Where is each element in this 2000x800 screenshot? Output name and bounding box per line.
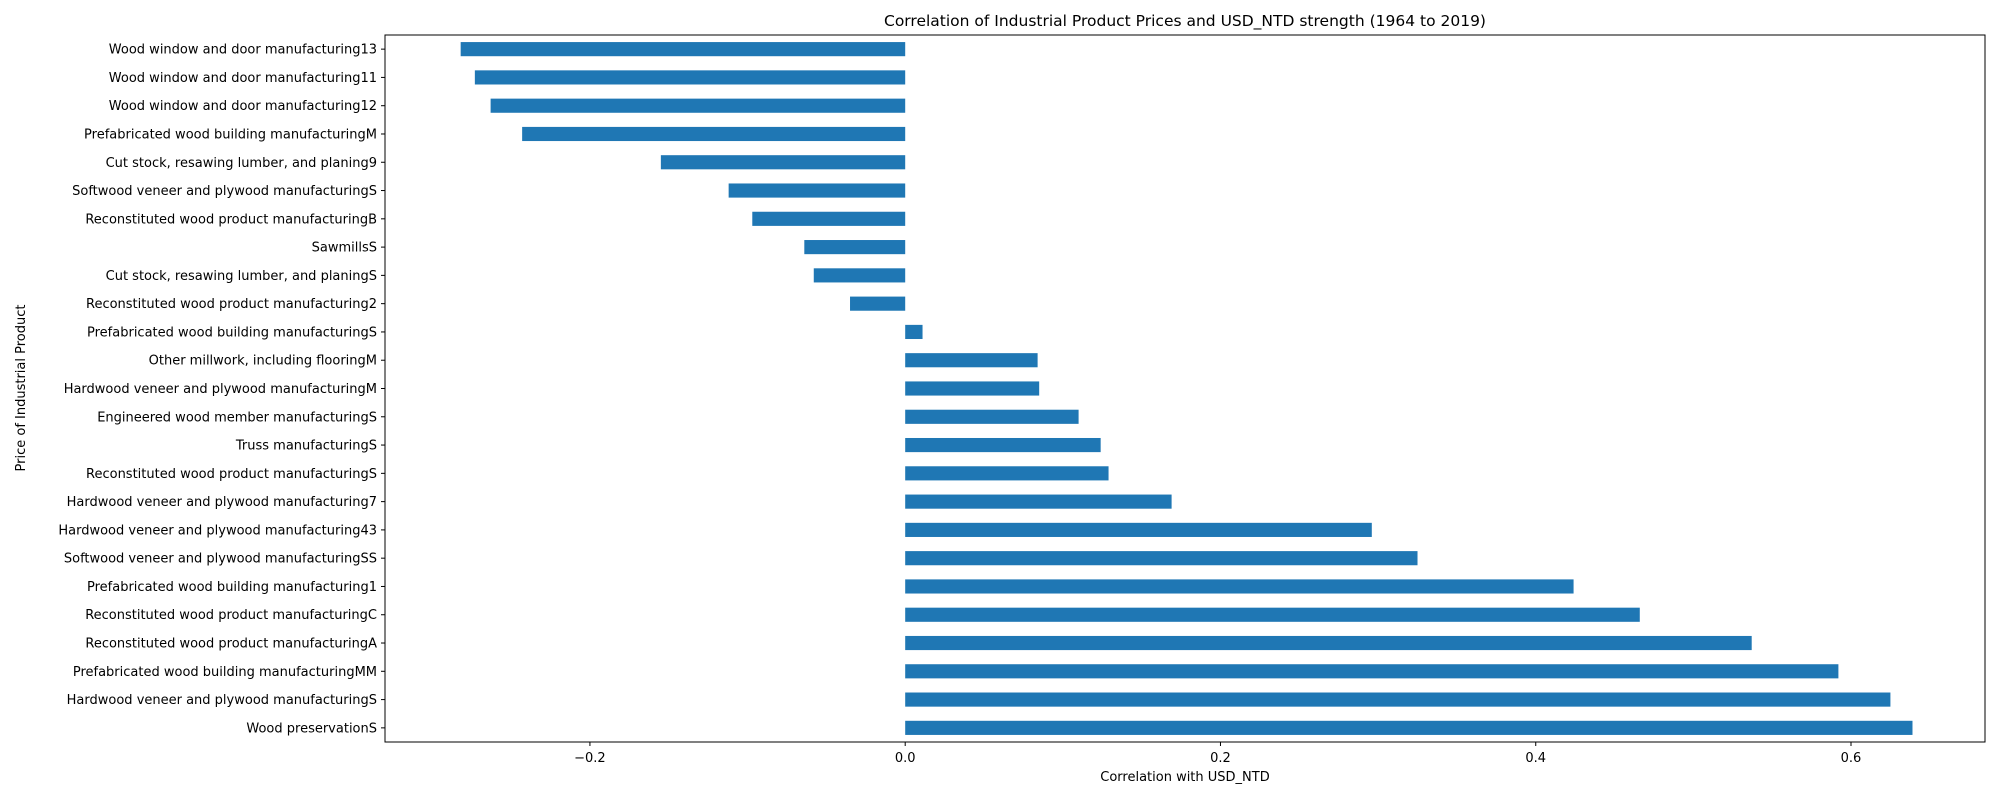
y-tick-label: Wood preservationS: [246, 721, 377, 736]
bars-group: [460, 42, 1913, 735]
y-tick-label: Prefabricated wood building manufacturin…: [87, 325, 377, 340]
y-axis-title: Price of Industrial Product: [14, 305, 29, 472]
y-tick-label: SawmillsS: [312, 241, 377, 256]
y-tick-label: Hardwood veneer and plywood manufacturin…: [64, 382, 377, 397]
y-axis: Wood window and door manufacturing13 Wood…: [58, 43, 385, 736]
y-tick-label: Prefabricated wood building manufacturin…: [73, 665, 377, 680]
y-tick-label: Prefabricated wood building manufacturin…: [87, 580, 377, 595]
y-tick-label: Softwood veneer and plywood manufacturin…: [64, 552, 377, 567]
y-tick-label: Cut stock, resawing lumber, and planing9: [106, 156, 377, 171]
y-tick-label: Other millwork, including flooringM: [149, 354, 377, 369]
bar: [752, 211, 906, 226]
plot-frame: [384, 34, 1986, 743]
x-tick-label: −0.2: [574, 751, 606, 766]
y-tick-label: Cut stock, resawing lumber, and planingS: [106, 269, 377, 284]
bar: [905, 494, 1172, 509]
bar: [813, 268, 906, 283]
bar: [905, 466, 1109, 481]
y-tick-label: Hardwood veneer and plywood manufacturin…: [67, 693, 377, 708]
y-tick-label: Hardwood veneer and plywood manufacturin…: [58, 523, 377, 538]
bar: [905, 353, 1038, 368]
bar: [905, 692, 1891, 707]
y-tick-label: Wood window and door manufacturing11: [109, 71, 377, 86]
y-tick-label: Wood window and door manufacturing12: [109, 99, 377, 114]
x-tick-label: 0.0: [895, 751, 916, 766]
y-tick-label: Reconstituted wood product manufacturing…: [86, 297, 377, 312]
y-tick-label: Engineered wood member manufacturingS: [97, 410, 377, 425]
bar: [905, 720, 1913, 735]
bar: [905, 324, 923, 340]
bar: [522, 126, 906, 142]
bar: [474, 70, 906, 85]
x-tick-label: 0.2: [1210, 751, 1231, 766]
y-tick-label: Wood window and door manufacturing13: [109, 43, 377, 58]
bar: [905, 664, 1839, 679]
bar: [905, 409, 1079, 424]
bar: [804, 240, 906, 255]
y-tick-label: Softwood veneer and plywood manufacturin…: [72, 184, 377, 199]
x-tick-label: 0.6: [1841, 751, 1862, 766]
bar: [850, 296, 906, 311]
x-axis: −0.2 0.0 0.2 0.4 0.6: [574, 742, 1861, 766]
x-tick-label: 0.4: [1525, 751, 1546, 766]
y-tick-label: Reconstituted wood product manufacturing…: [86, 467, 377, 482]
chart-title: Correlation of Industrial Product Prices…: [884, 12, 1486, 31]
bar: [905, 381, 1040, 396]
bar: [905, 522, 1372, 537]
y-tick-label: Reconstituted wood product manufacturing…: [85, 637, 377, 652]
y-tick-label: Reconstituted wood product manufacturing…: [85, 212, 377, 227]
y-tick-label: Reconstituted wood product manufacturing…: [85, 608, 377, 623]
bar: [728, 183, 906, 198]
y-tick-label: Hardwood veneer and plywood manufacturin…: [67, 495, 377, 510]
y-tick-label: Prefabricated wood building manufacturin…: [84, 127, 377, 142]
bar: [905, 607, 1640, 622]
bar: [905, 579, 1574, 594]
bar: [660, 155, 906, 170]
bar: [490, 98, 906, 113]
bar: [905, 551, 1418, 566]
y-tick-label: Truss manufacturingS: [235, 439, 377, 454]
x-axis-title: Correlation with USD_NTD: [1100, 770, 1269, 785]
bar: [460, 42, 906, 57]
bar: [905, 437, 1101, 453]
bar: [905, 635, 1752, 651]
